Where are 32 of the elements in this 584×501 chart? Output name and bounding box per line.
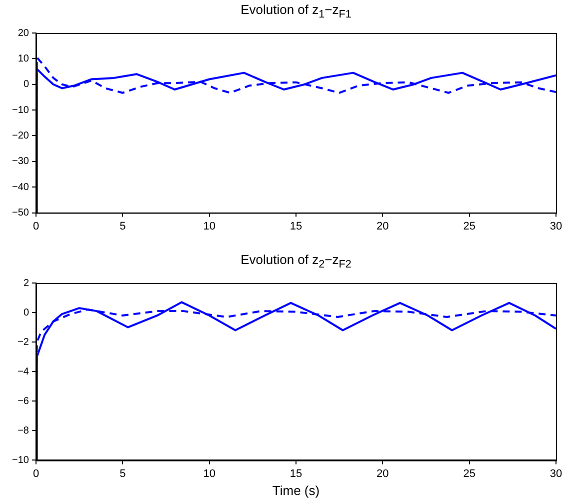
chart-title: Evolution of z$_{2}$−z$_{F2}$ [240,252,352,271]
x-tick-label: 20 [376,468,389,480]
y-tick-label: 0 [23,307,30,318]
x-tick-label: 20 [376,220,389,232]
y-tick-label: −2 [18,336,30,348]
x-tick-label: 10 [203,468,216,480]
y-tick-label: 0 [23,79,30,90]
x-tick-label: 5 [120,220,126,232]
y-tick-label: 2 [23,278,30,289]
x-tick-label: 30 [550,468,562,480]
chart-title: Evolution of z$_{1}$−z$_{F1}$ [240,2,352,21]
x-tick-label: 25 [463,220,476,232]
y-tick-label: −8 [18,425,30,436]
x-tick-label: 30 [550,220,562,232]
y-tick-label: −10 [12,454,30,466]
x-tick-label: 15 [290,468,302,480]
y-tick-label: −4 [18,366,30,378]
y-tick-label: −30 [12,156,30,168]
x-tick-label: 0 [32,468,40,480]
y-tick-label: −10 [12,104,30,116]
x-tick-label: 0 [32,220,40,232]
x-axis-title: Time (s) [272,482,320,498]
y-tick-label: 20 [18,28,30,39]
y-tick-label: −20 [12,130,30,142]
x-tick-label: 10 [203,220,216,232]
y-tick-label: −50 [12,208,30,219]
y-tick-label: −6 [18,396,30,407]
x-tick-label: 15 [290,220,302,232]
y-tick-label: −40 [12,182,30,193]
y-tick-label: 10 [18,53,30,64]
x-tick-label: 5 [120,468,126,480]
x-tick-label: 25 [463,468,476,480]
